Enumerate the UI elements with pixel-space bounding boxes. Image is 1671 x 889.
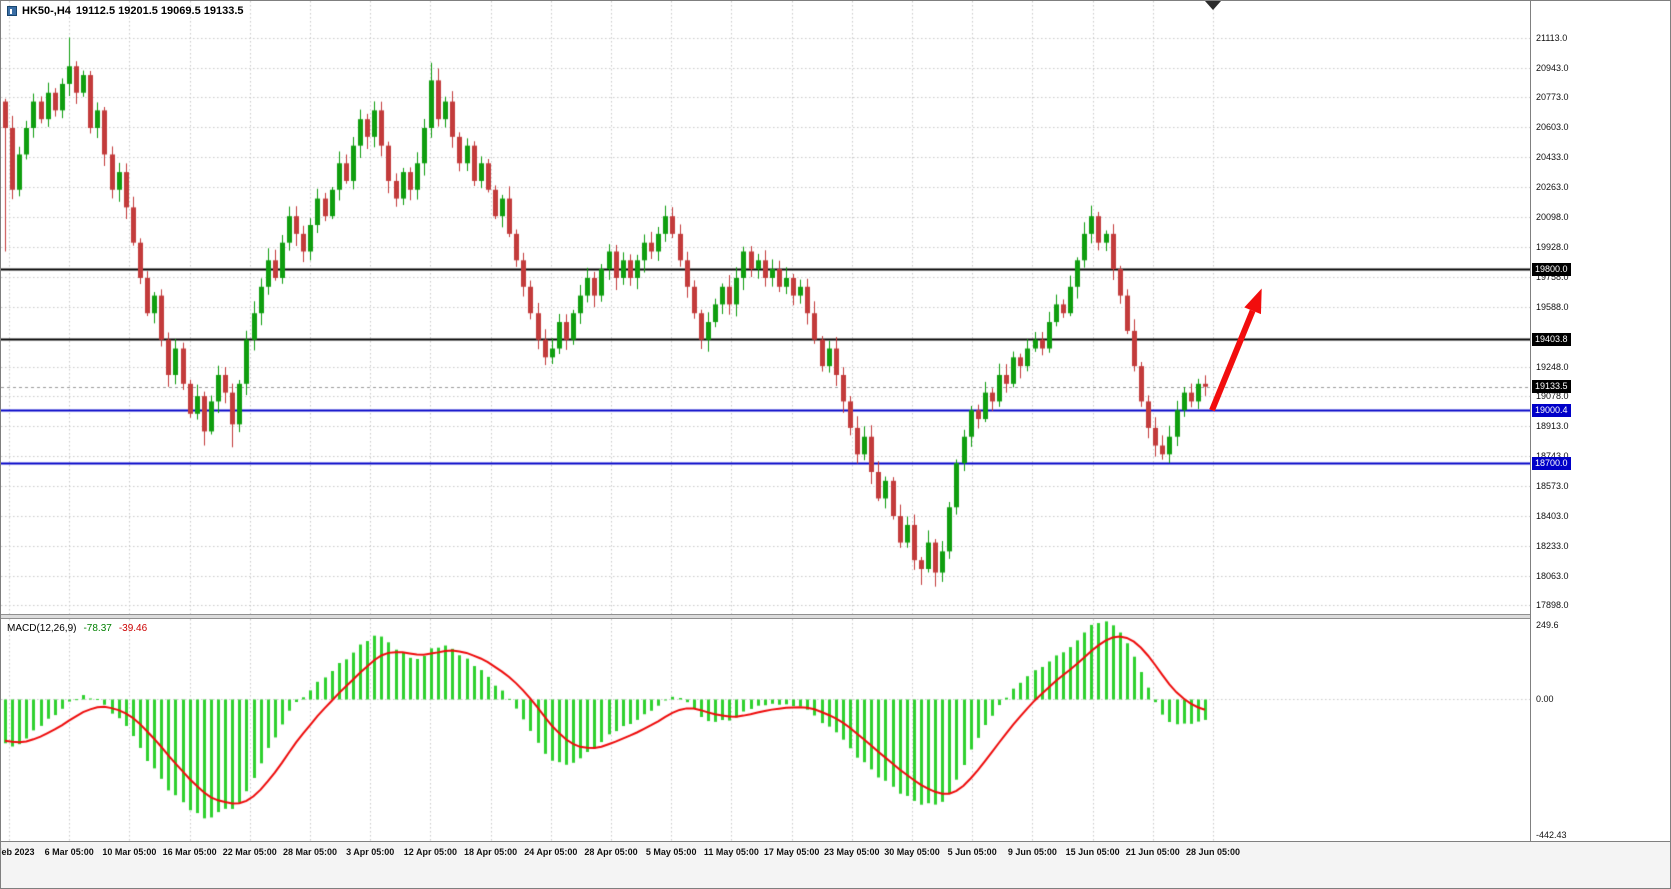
price-chart-canvas[interactable] bbox=[1, 1, 1530, 614]
price-tick: 18063.0 bbox=[1536, 570, 1569, 581]
date-label: 10 Mar 05:00 bbox=[102, 847, 157, 857]
date-label: 9 Jun 05:00 bbox=[1007, 847, 1057, 857]
symbol-title: HK50-,H4 bbox=[22, 5, 71, 17]
date-label: 28 Feb 2023 bbox=[1, 847, 35, 857]
macd-tick: -442.43 bbox=[1536, 830, 1567, 840]
date-label: 28 Jun 05:00 bbox=[1185, 847, 1241, 857]
date-label: 11 May 05:00 bbox=[703, 847, 759, 857]
date-label: 21 Jun 05:00 bbox=[1125, 847, 1180, 857]
chart-icon bbox=[7, 6, 17, 16]
price-tick: 19588.0 bbox=[1536, 301, 1569, 312]
price-tick: 18743.0 bbox=[1536, 450, 1569, 461]
price-badge: 19800.0 bbox=[1532, 262, 1571, 276]
macd-name: MACD(12,26,9) bbox=[7, 623, 77, 634]
date-label: 12 Apr 05:00 bbox=[403, 847, 457, 857]
price-tick: 20773.0 bbox=[1536, 92, 1569, 103]
macd-main-value: -78.37 bbox=[83, 623, 112, 634]
macd-pane-canvas[interactable] bbox=[1, 619, 1530, 841]
macd-signal-value: -39.46 bbox=[118, 623, 148, 634]
price-badge: 18700.0 bbox=[1532, 456, 1571, 470]
price-badge: 19133.5 bbox=[1532, 380, 1571, 394]
date-label: 28 Apr 05:00 bbox=[584, 847, 638, 857]
date-label: 16 Mar 05:00 bbox=[162, 847, 217, 857]
price-tick: 20433.0 bbox=[1536, 152, 1569, 163]
price-tick: 20603.0 bbox=[1536, 122, 1569, 133]
date-label: 6 Mar 05:00 bbox=[44, 847, 94, 857]
price-tick: 20263.0 bbox=[1536, 182, 1569, 193]
date-label: 22 Mar 05:00 bbox=[222, 847, 277, 857]
chart-title-bar: HK50-,H4 19112.5 19201.5 19069.5 19133.5 bbox=[7, 4, 244, 18]
date-label: 24 Apr 05:00 bbox=[524, 847, 578, 857]
macd-tick: 249.6 bbox=[1536, 620, 1559, 630]
price-tick: 20943.0 bbox=[1536, 62, 1569, 73]
macd-indicator-label: MACD(12,26,9) -78.37 -39.46 bbox=[7, 623, 147, 634]
chart-shift-marker[interactable] bbox=[1205, 1, 1221, 10]
price-tick: 21113.0 bbox=[1536, 32, 1568, 43]
date-label: 28 Mar 05:00 bbox=[282, 847, 338, 857]
date-label: 30 May 05:00 bbox=[884, 847, 940, 857]
price-tick: 19758.0 bbox=[1536, 271, 1569, 282]
date-label: 23 May 05:00 bbox=[824, 847, 880, 857]
price-tick: 18913.0 bbox=[1536, 420, 1569, 431]
price-tick: 19078.0 bbox=[1536, 391, 1569, 402]
macd-tick: 0.00 bbox=[1536, 694, 1554, 705]
price-badge: 19000.4 bbox=[1532, 403, 1571, 417]
price-tick: 18233.0 bbox=[1536, 540, 1569, 551]
price-tick: 20098.0 bbox=[1536, 211, 1569, 222]
ohlc-values: 19112.5 19201.5 19069.5 19133.5 bbox=[75, 5, 244, 17]
price-axis[interactable]: 21113.0 20943.0 20773.0 20603.0 20433.0 20263… bbox=[1530, 1, 1670, 841]
price-tick: 18403.0 bbox=[1536, 510, 1569, 521]
date-label: 17 May 05:00 bbox=[763, 847, 820, 857]
price-tick: 17898.0 bbox=[1536, 599, 1569, 610]
price-tick: 19928.0 bbox=[1536, 241, 1569, 252]
date-label: 5 May 05:00 bbox=[645, 847, 697, 857]
pane-splitter[interactable] bbox=[1, 614, 1670, 619]
date-label: 15 Jun 05:00 bbox=[1065, 847, 1120, 857]
date-label: 5 Jun 05:00 bbox=[947, 847, 997, 857]
price-badge: 19403.8 bbox=[1532, 332, 1571, 346]
price-tick: 19248.0 bbox=[1536, 361, 1569, 372]
date-label: 3 Apr 05:00 bbox=[346, 847, 395, 857]
price-tick: 18573.0 bbox=[1536, 480, 1569, 491]
time-axis[interactable]: 28 Feb 2023 6 Mar 05:00 10 Mar 05:00 16 Mar… bbox=[1, 841, 1670, 888]
date-label: 18 Apr 05:00 bbox=[463, 847, 518, 857]
